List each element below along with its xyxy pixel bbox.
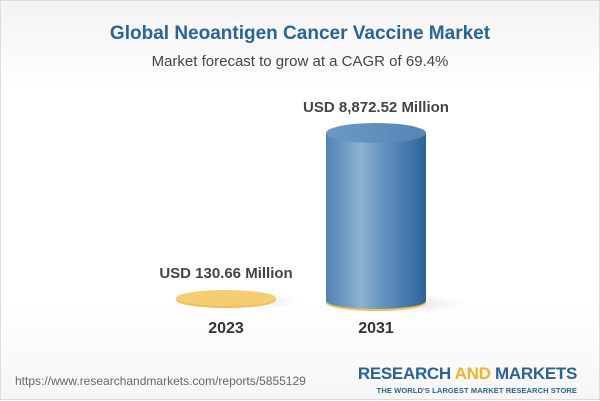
bar-2023	[176, 290, 301, 310]
chart-title: Global Neoantigen Cancer Vaccine Market	[109, 23, 491, 44]
brand-research: RESEARCH	[357, 364, 455, 383]
chart-subtitle: Market forecast to grow at a CAGR of 69.…	[151, 53, 449, 70]
brand-and: AND	[454, 364, 491, 383]
x-label-2031: 2031	[358, 320, 394, 337]
brand-name: RESEARCH AND MARKETS	[358, 365, 577, 383]
value-label-2031: USD 8,872.52 Million	[303, 99, 449, 116]
bar-2031	[326, 123, 466, 314]
brand-tagline: THE WORLD'S LARGEST MARKET RESEARCH STOR…	[376, 386, 577, 395]
value-label-2023: USD 130.66 Million	[159, 265, 293, 282]
x-label-2023: 2023	[208, 320, 244, 337]
brand-logo: RESEARCH AND MARKETS THE WORLD'S LARGEST…	[358, 365, 577, 396]
brand-markets: MARKETS	[490, 364, 577, 383]
source-url[interactable]: https://www.researchandmarkets.com/repor…	[15, 374, 306, 388]
